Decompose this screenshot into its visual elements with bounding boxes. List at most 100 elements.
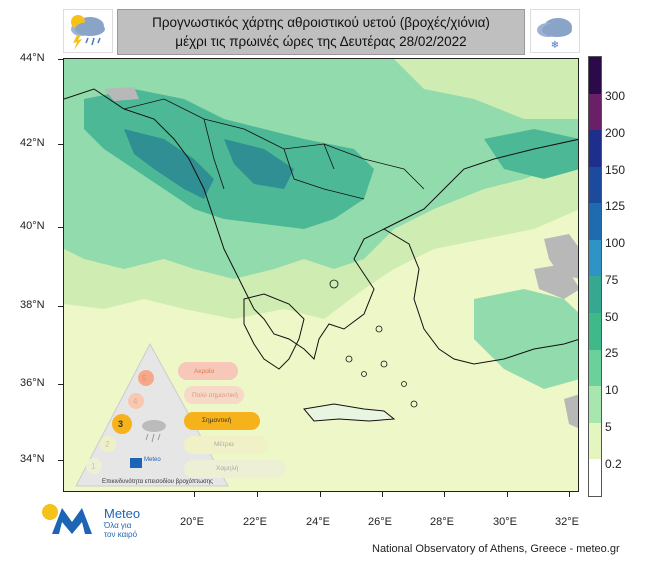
coastline-mainland bbox=[64, 88, 578, 360]
legend-caption: Επικινδυνότητα επεισοδίου βροχόπτωσης bbox=[102, 479, 213, 485]
footer-brand: Meteo bbox=[104, 506, 141, 521]
colorbar-segment bbox=[589, 313, 601, 350]
lon-label: 26°E bbox=[368, 516, 392, 528]
island bbox=[345, 355, 353, 363]
level-2-circle bbox=[100, 436, 116, 452]
colorbar-label: 150 bbox=[605, 163, 626, 177]
coastline-peloponnese bbox=[243, 293, 305, 370]
title-line-1: Προγνωστικός χάρτης αθροιστικού υετού (β… bbox=[152, 15, 490, 30]
lon-label: 28°E bbox=[430, 516, 454, 528]
colorbar-segment bbox=[589, 166, 601, 204]
rain-cloud-icon bbox=[142, 420, 166, 432]
colorbar-label: 50 bbox=[605, 310, 619, 324]
colorbar-segment bbox=[589, 239, 601, 277]
level-2-label: Μέτρια bbox=[214, 441, 234, 448]
svg-text:❄: ❄ bbox=[551, 40, 559, 51]
colorbar-segment bbox=[589, 57, 601, 94]
colorbar-label: 300 bbox=[605, 89, 626, 103]
colorbar-segment bbox=[589, 130, 601, 167]
lon-label: 32°E bbox=[555, 516, 579, 528]
lat-label: 42°N bbox=[20, 137, 45, 149]
level-4-circle bbox=[128, 393, 144, 409]
level-4-band bbox=[184, 386, 244, 404]
colorbar-label: 200 bbox=[605, 126, 626, 140]
colorbar-label: 100 bbox=[605, 236, 626, 250]
colorbar-label: 0.2 bbox=[605, 457, 622, 471]
level-3-number: 3 bbox=[118, 419, 124, 429]
lon-label: 24°E bbox=[306, 516, 330, 528]
island bbox=[361, 371, 367, 377]
level-4-label: Πολύ σημαντική bbox=[192, 392, 238, 399]
colorbar-label: 25 bbox=[605, 346, 619, 360]
level-1-band bbox=[184, 460, 286, 478]
lat-tick bbox=[58, 384, 63, 385]
colorbar-segment bbox=[589, 386, 601, 423]
precip-area-heavy bbox=[84, 89, 374, 229]
colorbar-label: 125 bbox=[605, 199, 626, 213]
footer-credit: National Observatory of Athens, Greece -… bbox=[372, 543, 620, 555]
colorbar-segment bbox=[589, 93, 601, 131]
no-data-area bbox=[544, 234, 578, 279]
level-1-number: 1 bbox=[91, 462, 96, 471]
island bbox=[401, 381, 407, 387]
snow-cloud-icon: ❄ bbox=[530, 9, 580, 53]
colorbar-segment bbox=[589, 422, 601, 460]
crete-island bbox=[303, 403, 396, 422]
lat-tick bbox=[58, 144, 63, 145]
no-data-area bbox=[104, 87, 139, 101]
lat-tick bbox=[58, 460, 63, 461]
lat-tick bbox=[58, 59, 63, 60]
lon-tick bbox=[194, 492, 195, 497]
lat-tick bbox=[58, 227, 63, 228]
lon-tick bbox=[382, 492, 383, 497]
colorbar-segment bbox=[589, 349, 601, 387]
level-4-number: 4 bbox=[133, 397, 138, 406]
level-2-band bbox=[184, 436, 268, 454]
level-5-circle bbox=[138, 370, 154, 386]
island bbox=[329, 279, 339, 289]
no-data-area bbox=[564, 394, 578, 429]
level-1-circle bbox=[86, 458, 102, 474]
map-title: Προγνωστικός χάρτης αθροιστικού υετού (β… bbox=[117, 9, 525, 55]
precip-area-heavy bbox=[484, 129, 578, 179]
legend-brand: Meteo bbox=[144, 457, 161, 463]
lon-label: 20°E bbox=[180, 516, 204, 528]
lat-label: 40°N bbox=[20, 220, 45, 232]
colorbar-segment bbox=[589, 459, 601, 496]
island bbox=[380, 360, 388, 368]
lon-tick bbox=[444, 492, 445, 497]
storm-rain-cloud-icon bbox=[63, 9, 113, 53]
colorbar-segment bbox=[589, 203, 601, 240]
level-5-number: 5 bbox=[142, 374, 147, 383]
level-2-number: 2 bbox=[105, 440, 110, 449]
lat-label: 36°N bbox=[20, 377, 45, 389]
level-5-band bbox=[178, 362, 238, 380]
lon-label: 30°E bbox=[493, 516, 517, 528]
level-1-label: Χαμηλή bbox=[216, 465, 239, 472]
lon-tick bbox=[569, 492, 570, 497]
lon-tick bbox=[320, 492, 321, 497]
lon-label: 22°E bbox=[243, 516, 267, 528]
level-3-label: Σημαντική bbox=[202, 417, 232, 424]
level-3-circle bbox=[112, 414, 132, 434]
level-5-label: Ακραία bbox=[194, 368, 215, 375]
border-lines bbox=[123, 98, 425, 200]
lon-tick bbox=[507, 492, 508, 497]
lat-tick bbox=[58, 306, 63, 307]
lat-label: 44°N bbox=[20, 52, 45, 64]
meteo-logo bbox=[40, 500, 150, 540]
lat-label: 38°N bbox=[20, 299, 45, 311]
colorbar-segment bbox=[589, 276, 601, 314]
precipitation-colorbar bbox=[588, 56, 602, 497]
level-3-band bbox=[184, 412, 260, 430]
lon-tick bbox=[257, 492, 258, 497]
colorbar-label: 75 bbox=[605, 273, 619, 287]
hazard-legend: 5 4 3 2 1 Ακραία Πολύ σημαντική Σημαντικ… bbox=[66, 340, 290, 490]
precip-area-max bbox=[224, 139, 294, 189]
precip-area-max bbox=[124, 129, 214, 199]
island bbox=[375, 325, 383, 333]
precip-area-mid bbox=[474, 289, 578, 389]
footer-slogan: Όλα για τον καιρό bbox=[104, 521, 138, 539]
title-line-2: μέχρι τις πρωινές ώρες της Δευτέρας 28/0… bbox=[175, 34, 467, 49]
meteo-logo-icon bbox=[130, 458, 142, 468]
